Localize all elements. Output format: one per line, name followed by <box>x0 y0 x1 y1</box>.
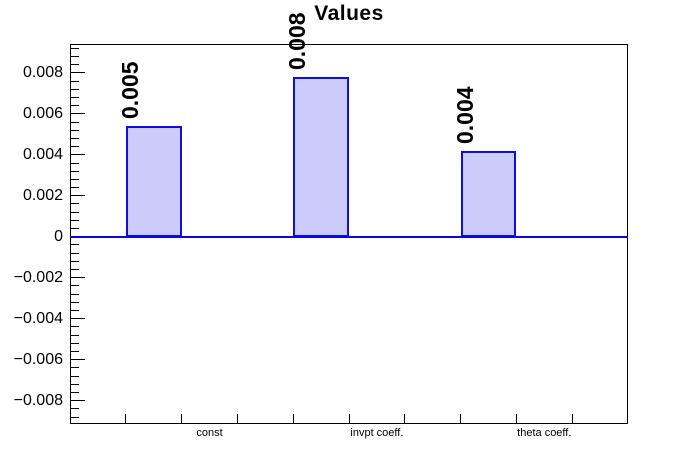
y-minor-tick <box>71 80 79 82</box>
y-minor-tick <box>71 187 79 189</box>
y-tick-label: 0.004 <box>22 145 63 163</box>
y-minor-tick <box>71 350 79 352</box>
y-minor-tick <box>71 391 79 393</box>
bar-value-text: 0.005 <box>116 61 143 120</box>
x-tick <box>181 414 183 423</box>
y-major-tick <box>71 400 85 402</box>
y-minor-tick <box>71 285 79 287</box>
x-tick <box>236 414 238 423</box>
y-minor-tick <box>71 121 79 123</box>
y-minor-tick <box>71 88 79 90</box>
y-minor-tick <box>71 228 79 230</box>
y-tick-label: 0.006 <box>22 104 63 122</box>
y-minor-tick <box>71 47 79 49</box>
plot-frame <box>70 44 628 424</box>
y-minor-tick <box>71 203 79 205</box>
y-major-tick <box>71 154 85 156</box>
y-minor-tick <box>71 146 79 148</box>
y-minor-tick <box>71 416 79 418</box>
y-minor-tick <box>71 96 79 98</box>
y-major-tick <box>71 195 85 197</box>
y-minor-tick <box>71 260 79 262</box>
y-major-tick <box>71 318 85 320</box>
y-minor-tick <box>71 408 79 410</box>
y-minor-tick <box>71 342 79 344</box>
y-minor-tick <box>71 383 79 385</box>
y-minor-tick <box>71 269 79 271</box>
x-tick <box>515 414 517 423</box>
x-tick <box>125 414 127 423</box>
y-minor-tick <box>71 129 79 131</box>
bar-value-text: 0.008 <box>284 12 311 70</box>
y-tick-label: −0.008 <box>13 391 63 409</box>
y-major-tick <box>71 277 85 279</box>
y-tick-label: 0 <box>54 227 63 245</box>
y-minor-tick <box>71 326 79 328</box>
y-minor-tick <box>71 178 79 180</box>
x-tick <box>571 414 573 423</box>
y-tick-label: −0.002 <box>13 268 63 286</box>
bar <box>293 76 349 237</box>
x-tick <box>404 414 406 423</box>
y-minor-tick <box>71 252 79 254</box>
y-minor-tick <box>71 137 79 139</box>
bar <box>125 126 182 237</box>
y-tick-label: 0.002 <box>22 186 63 204</box>
bar-value-text: 0.004 <box>451 86 478 144</box>
y-minor-tick <box>71 211 79 213</box>
x-tick <box>348 414 350 423</box>
y-minor-tick <box>71 55 79 57</box>
y-minor-tick <box>71 219 79 221</box>
zero-line <box>70 235 628 238</box>
x-category-label: theta coeff. <box>517 427 572 439</box>
x-category-label: const <box>196 427 223 439</box>
y-major-tick <box>71 72 85 74</box>
y-major-tick <box>71 359 85 361</box>
y-minor-tick <box>71 310 79 311</box>
x-category-label: invpt coeff. <box>350 427 404 439</box>
y-minor-tick <box>71 105 79 107</box>
y-tick-label: −0.004 <box>13 309 63 327</box>
y-minor-tick <box>71 375 79 377</box>
x-tick <box>460 414 462 423</box>
y-minor-tick <box>71 244 79 246</box>
y-minor-tick <box>71 170 79 172</box>
bar <box>460 150 517 237</box>
x-tick <box>292 414 294 423</box>
y-major-tick <box>71 113 85 115</box>
y-tick-label: −0.006 <box>13 350 63 368</box>
y-minor-tick <box>71 162 79 164</box>
y-minor-tick <box>71 334 79 336</box>
y-tick-label: 0.008 <box>22 63 63 81</box>
y-minor-tick <box>71 64 79 66</box>
y-minor-tick <box>71 293 79 295</box>
y-minor-tick <box>71 301 79 303</box>
y-minor-tick <box>71 367 79 369</box>
chart-title: Values <box>314 2 384 25</box>
